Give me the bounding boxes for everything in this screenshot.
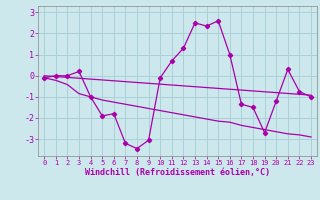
X-axis label: Windchill (Refroidissement éolien,°C): Windchill (Refroidissement éolien,°C) [85, 168, 270, 177]
